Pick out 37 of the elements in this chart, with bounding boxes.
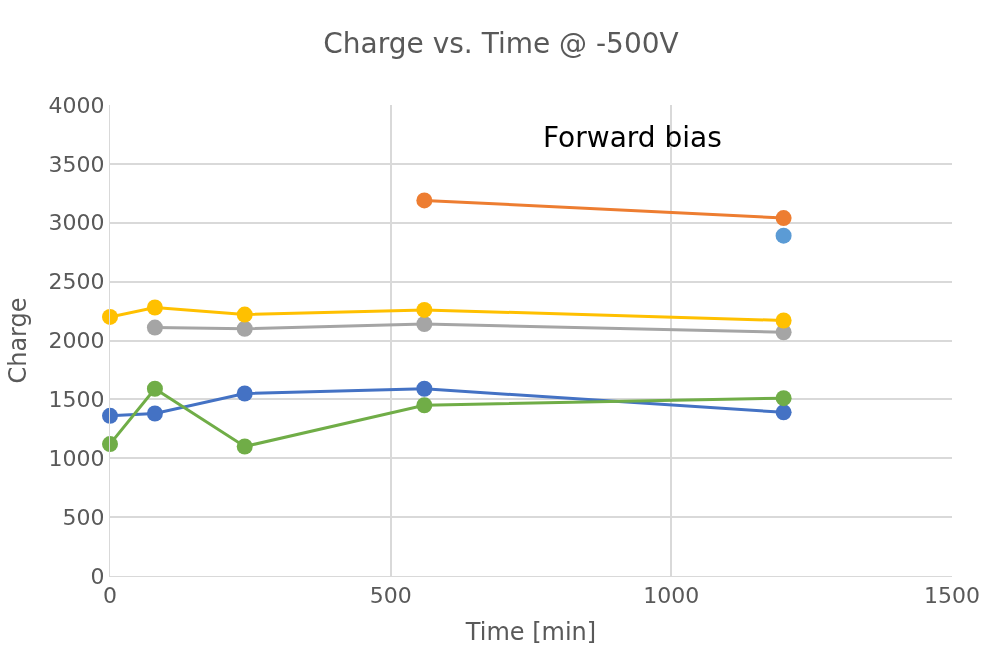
y-axis-title: Charge [3, 297, 32, 384]
y-tick-label: 4000 [48, 92, 105, 118]
point [146, 299, 163, 316]
x-axis-title: Time [min] [464, 617, 597, 646]
point [775, 390, 792, 407]
y-tick-label: 1000 [48, 445, 105, 471]
y-tick-label: 3500 [48, 151, 105, 177]
point [775, 227, 792, 244]
point [416, 380, 433, 397]
point [236, 320, 253, 337]
y-tick-label: 3000 [48, 210, 105, 236]
point [236, 438, 253, 455]
point [236, 306, 253, 323]
y-tick-label: 1500 [48, 387, 105, 413]
point [102, 436, 118, 453]
point [416, 301, 433, 318]
y-tick-label: 2000 [48, 328, 105, 354]
point [146, 405, 163, 422]
point [416, 316, 433, 333]
point [236, 385, 253, 402]
point [416, 192, 433, 209]
point [102, 407, 118, 424]
point [775, 312, 792, 329]
chart-title: Charge vs. Time @ -500V [323, 27, 679, 61]
x-tick-label: 500 [369, 583, 412, 609]
point [146, 319, 163, 336]
x-tick-label: 1000 [643, 583, 700, 609]
point [146, 380, 163, 397]
annotation: Forward bias [543, 121, 722, 154]
y-tick-label: 500 [62, 504, 105, 530]
point [102, 308, 118, 325]
point [775, 210, 792, 227]
y-tick-label: 2500 [48, 269, 105, 295]
point [775, 404, 792, 421]
point [416, 397, 433, 414]
x-tick-label: 1500 [924, 583, 980, 609]
y-tick-label: 0 [90, 563, 105, 589]
